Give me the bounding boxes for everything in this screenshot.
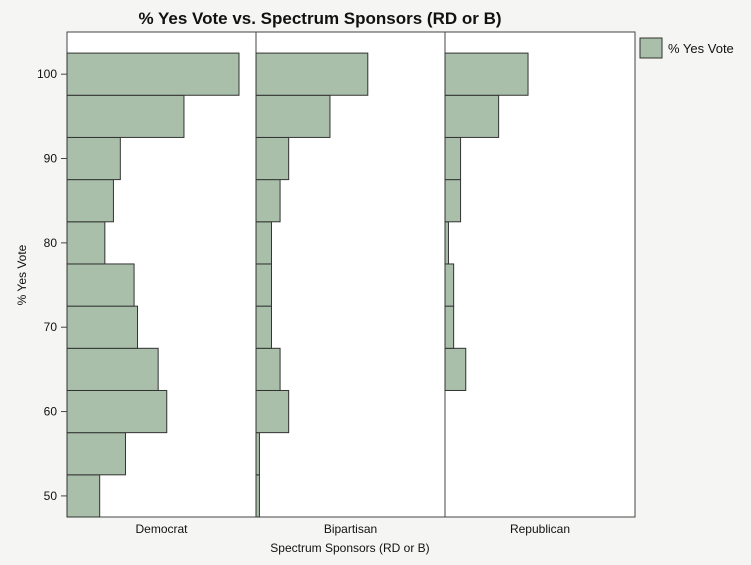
y-tick-label-50: 50 (44, 489, 58, 503)
bar-democrat-5 (66, 263, 135, 307)
bar-bipartisan-10 (255, 52, 369, 96)
bar-democrat-8 (66, 136, 121, 181)
bar-bipartisan-1 (255, 432, 260, 476)
legend: % Yes Vote (639, 37, 734, 59)
bar-bipartisan-4 (255, 305, 272, 349)
y-tick-label-60: 60 (44, 405, 58, 419)
x-tick-label-republican: Republican (510, 522, 570, 536)
bar-democrat-0 (66, 474, 101, 518)
bar-bipartisan-8 (255, 136, 290, 181)
y-tick-label-70: 70 (44, 320, 58, 334)
bar-bipartisan-5 (255, 263, 272, 307)
bar-republican-3 (444, 347, 467, 391)
bar-democrat-7 (66, 179, 114, 223)
bar-bipartisan-7 (255, 179, 281, 223)
bar-bipartisan-9 (255, 94, 331, 138)
x-tick-label-bipartisan: Bipartisan (324, 522, 377, 536)
bar-bipartisan-3 (255, 347, 281, 391)
bar-democrat-9 (66, 94, 185, 138)
bar-bipartisan-2 (255, 389, 290, 434)
bar-bipartisan-6 (255, 221, 272, 265)
y-tick-label-80: 80 (44, 236, 58, 250)
chart-title: % Yes Vote vs. Spectrum Sponsors (RD or … (138, 9, 501, 28)
bar-republican-6 (444, 221, 449, 265)
legend-label: % Yes Vote (668, 41, 734, 56)
bar-democrat-4 (66, 305, 139, 349)
legend-swatch (639, 37, 663, 59)
bar-democrat-2 (66, 389, 168, 434)
bar-republican-4 (444, 305, 455, 349)
plot-area: Democrat Bipartisan Republican 50 60 70 80 90 10… (37, 31, 636, 536)
x-tick-label-democrat: Democrat (135, 522, 188, 536)
y-axis-title: % Yes Vote (15, 244, 29, 305)
bar-bipartisan-0 (255, 474, 260, 518)
bar-republican-8 (444, 136, 462, 181)
bar-republican-7 (444, 179, 462, 223)
bar-democrat-6 (66, 221, 106, 265)
bar-republican-5 (444, 263, 455, 307)
bar-republican-9 (444, 94, 500, 138)
x-axis-title: Spectrum Sponsors (RD or B) (270, 541, 429, 555)
bar-republican-10 (444, 52, 529, 96)
bar-democrat-10 (66, 52, 240, 96)
bar-democrat-3 (66, 347, 159, 391)
bar-democrat-1 (66, 432, 126, 476)
y-tick-label-100: 100 (37, 67, 57, 81)
y-tick-label-90: 90 (44, 152, 58, 166)
